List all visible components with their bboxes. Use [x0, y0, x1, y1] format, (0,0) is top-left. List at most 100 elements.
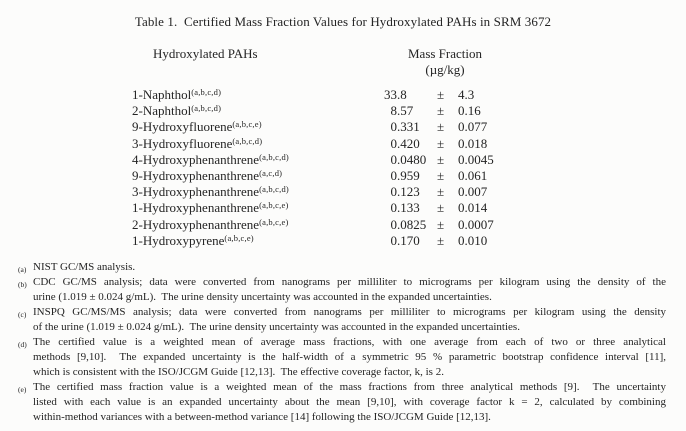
value-integer: 0: [390, 232, 398, 248]
uncertainty-value: 0.007: [458, 184, 488, 200]
plus-minus: ±: [437, 151, 445, 167]
value-decimal: .420: [397, 135, 420, 151]
value-decimal: .0825: [397, 216, 427, 232]
analyte-name: 2-Naphthol: [132, 103, 192, 119]
value-integer: 0: [390, 200, 398, 216]
analyte-footnote-refs: (a,b,c,e): [224, 232, 254, 243]
footnote-line: INSPQ GC/MS/MS analysis; data were conve…: [33, 306, 666, 318]
value-decimal: .123: [397, 184, 420, 200]
value-integer: 0: [390, 135, 398, 151]
footnote-line: urine (1.019 ± 0.024 g/mL). The urine de…: [33, 291, 492, 303]
footnote: (c) INSPQ GC/MS/MS analysis; data were c…: [18, 305, 666, 335]
uncertainty-value: 0.16: [458, 103, 481, 119]
footnote-line: CDC GC/MS analysis; data were converted …: [33, 276, 666, 288]
plus-minus: ±: [437, 184, 445, 200]
table-row: 1-Hydroxypyrene(a,b,c,e) 0.170 ± 0.010: [132, 233, 494, 249]
table-row: 3-Hydroxyfluorene(a,b,c,d) 0.420 ± 0.018: [132, 136, 494, 152]
analyte-name: 1-Naphthol: [132, 87, 192, 102]
footnote-line: which is consistent with the ISO/JCGM Gu…: [33, 366, 444, 378]
footnote-marker: (a): [18, 264, 27, 274]
footnote: (b) CDC GC/MS analysis; data were conver…: [18, 275, 666, 305]
value-decimal: .57: [397, 103, 414, 119]
value-cell: 0.331: [383, 119, 437, 135]
analyte-name: 2-Hydroxyphenanthrene: [132, 216, 260, 232]
analyte-footnote-refs: (a,b,c,d): [191, 103, 222, 114]
analyte-cell: 1-Hydroxypyrene(a,b,c,e): [132, 233, 383, 249]
analyte-footnote-refs: (a,b,c,e): [232, 119, 262, 130]
footnote-line: NIST GC/MS analysis.: [33, 261, 136, 273]
plus-minus: ±: [437, 216, 445, 232]
analyte-footnote-refs: (a,b,c,d): [191, 87, 222, 97]
uncertainty-value: 0.018: [458, 135, 488, 151]
table-row: 2-Naphthol(a,b,c,d) 8.57 ± 0.16: [132, 103, 494, 119]
value-integer: 0: [390, 184, 398, 200]
analyte-footnote-refs: (a,b,c,d): [259, 184, 289, 195]
analyte-footnote-refs: (a,b,c,d): [232, 135, 263, 146]
column-header-mass-fraction: Mass Fraction (µg/kg): [383, 46, 507, 78]
column-header-mass-fraction-label: Mass Fraction: [407, 46, 483, 61]
uncertainty-value: 0.061: [458, 167, 488, 183]
plus-minus: ±: [437, 167, 445, 183]
table-row: 9-Hydroxyphenanthrene(a,c,d) 0.959 ± 0.0…: [132, 168, 494, 184]
analyte-cell: 9-Hydroxyphenanthrene(a,c,d): [132, 168, 383, 184]
value-cell: 0.133: [383, 200, 437, 216]
footnote-lines: NIST GC/MS analysis.: [33, 260, 666, 275]
table-row: 1-Naphthol(a,b,c,d) 33.8 ± 4.3: [132, 87, 494, 103]
value-integer: 0: [390, 216, 398, 232]
uncertainty-value: 0.010: [458, 232, 488, 248]
footnote-lines: The certified mass fraction value is a w…: [33, 380, 666, 425]
value-integer: 0: [390, 151, 398, 167]
analyte-footnote-refs: (a,b,c,d): [259, 151, 289, 162]
analyte-name: 1-Hydroxypyrene: [132, 232, 225, 248]
table-row: 1-Hydroxyphenanthrene(a,b,c,e) 0.133 ± 0…: [132, 200, 494, 216]
analyte-name: 9-Hydroxyphenanthrene: [132, 167, 260, 183]
footnote-line: within-method variances with a between-m…: [33, 411, 491, 423]
analyte-cell: 1-Naphthol(a,b,c,d): [132, 87, 383, 103]
analyte-name: 3-Hydroxyphenanthrene: [132, 184, 260, 200]
value-cell: 33.8: [383, 87, 437, 103]
uncertainty-value: 0.0007: [458, 216, 494, 232]
analyte-footnote-refs: (a,b,c,e): [259, 216, 289, 227]
value-decimal: .959: [397, 167, 420, 183]
footnote-marker: (e): [18, 384, 27, 394]
analyte-name: 1-Hydroxyphenanthrene: [132, 200, 260, 216]
plus-minus: ±: [437, 87, 445, 102]
value-cell: 0.0480: [383, 152, 437, 168]
footnote-marker: (b): [18, 279, 27, 289]
analyte-name: 3-Hydroxyfluorene: [132, 135, 233, 151]
table-row: 2-Hydroxyphenanthrene(a,b,c,e) 0.0825 ± …: [132, 217, 494, 233]
footnote: (e) The certified mass fraction value is…: [18, 380, 666, 425]
value-integer: 0: [390, 119, 398, 135]
analyte-cell: 3-Hydroxyfluorene(a,b,c,d): [132, 136, 383, 152]
plus-minus: ±: [437, 103, 445, 119]
value-integer: 33: [384, 87, 397, 102]
analyte-name: 9-Hydroxyfluorene: [132, 119, 233, 135]
footnote-line: The certified mass fraction value is a w…: [33, 381, 666, 393]
value-cell: 0.959: [383, 168, 437, 184]
plus-minus: ±: [437, 200, 445, 216]
value-cell: 0.170: [383, 233, 437, 249]
table-row: 3-Hydroxyphenanthrene(a,b,c,d) 0.123 ± 0…: [132, 184, 494, 200]
value-cell: 0.0825: [383, 217, 437, 233]
column-header-analyte: Hydroxylated PAHs: [153, 46, 258, 61]
footnote-marker: (c): [18, 309, 27, 319]
footnote-line: listed with each value is an expanded un…: [33, 396, 666, 408]
plus-minus: ±: [437, 135, 445, 151]
footnotes: (a) NIST GC/MS analysis. (b) CDC GC/MS a…: [18, 260, 666, 425]
footnote-marker: (d): [18, 339, 27, 349]
analyte-cell: 3-Hydroxyphenanthrene(a,b,c,d): [132, 184, 383, 200]
column-header-mass-fraction-units: (µg/kg): [425, 62, 465, 77]
analyte-cell: 9-Hydroxyfluorene(a,b,c,e): [132, 119, 383, 135]
table-row: 4-Hydroxyphenanthrene(a,b,c,d) 0.0480 ± …: [132, 152, 494, 168]
uncertainty-value: 4.3: [458, 87, 475, 102]
footnote: (d) The certified value is a weighted me…: [18, 335, 666, 380]
analyte-cell: 1-Hydroxyphenanthrene(a,b,c,e): [132, 200, 383, 216]
analyte-cell: 2-Naphthol(a,b,c,d): [132, 103, 383, 119]
value-decimal: .8: [397, 87, 407, 102]
value-cell: 0.420: [383, 136, 437, 152]
value-decimal: .0480: [397, 151, 427, 167]
footnote-lines: INSPQ GC/MS/MS analysis; data were conve…: [33, 305, 666, 335]
analyte-cell: 2-Hydroxyphenanthrene(a,b,c,e): [132, 217, 383, 233]
plus-minus: ±: [437, 119, 445, 135]
